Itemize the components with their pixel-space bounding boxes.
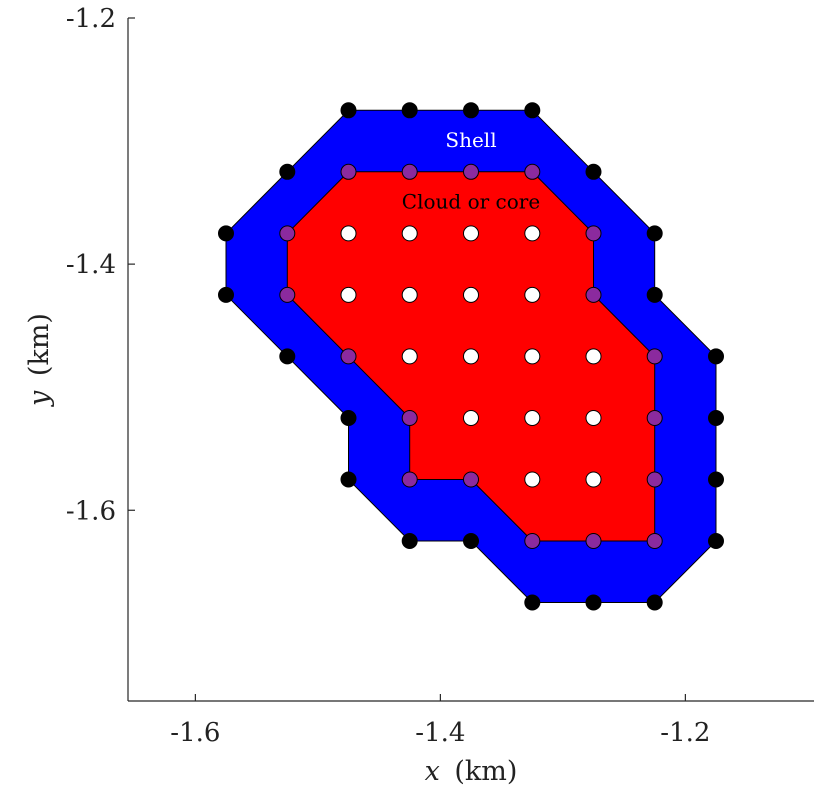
shell-point-marker	[340, 102, 357, 119]
core-point-marker	[340, 286, 357, 303]
edge-point-marker	[279, 286, 296, 303]
y-tick-label: -1.4	[66, 250, 116, 280]
shell-point-marker	[585, 594, 602, 611]
edge-point-marker	[646, 471, 663, 488]
core-point-marker	[401, 225, 418, 242]
core-point-marker	[585, 471, 602, 488]
shell-point-marker	[524, 594, 541, 611]
axes: -1.6 -1.4 -1.2 -1.2 -1.4 -1.6	[66, 4, 814, 748]
y-axis-var: y	[24, 390, 55, 407]
x-axis-var: x	[425, 756, 440, 787]
x-axis-unit: (km)	[454, 756, 517, 787]
edge-point-marker	[646, 348, 663, 365]
edge-point-marker	[646, 533, 663, 549]
core-point-marker	[463, 225, 479, 242]
edge-point-marker	[524, 163, 541, 180]
shell-point-marker	[401, 102, 418, 119]
edge-point-marker	[463, 471, 479, 488]
core-point-marker	[463, 348, 479, 365]
edge-point-marker	[401, 471, 418, 488]
x-tick-label: -1.6	[170, 718, 220, 748]
shell-point-marker	[585, 163, 602, 180]
shell-point-marker	[646, 594, 663, 611]
shell-point-marker	[279, 348, 296, 365]
y-axis-unit: (km)	[24, 313, 55, 376]
shell-annotation: Shell	[445, 128, 496, 152]
x-tick-label: -1.2	[660, 718, 710, 748]
x-tick-label: -1.4	[415, 718, 465, 748]
shell-point-marker	[708, 348, 724, 365]
x-axis-label: x (km)	[425, 756, 518, 787]
points-layer	[218, 102, 724, 611]
shell-point-marker	[708, 533, 724, 549]
y-axis-label: y (km)	[24, 313, 55, 407]
shell-point-marker	[218, 286, 234, 303]
edge-point-marker	[585, 225, 602, 242]
core-point-marker	[524, 225, 541, 242]
shell-point-marker	[401, 533, 418, 549]
edge-point-marker	[401, 410, 418, 426]
edge-point-marker	[401, 163, 418, 180]
core-point-marker	[524, 410, 541, 426]
core-point-marker	[524, 348, 541, 365]
edge-point-marker	[340, 348, 357, 365]
core-point-marker	[340, 225, 357, 242]
core-point-marker	[585, 410, 602, 426]
shell-point-marker	[279, 163, 296, 180]
shell-point-marker	[463, 533, 479, 549]
edge-point-marker	[585, 533, 602, 549]
core-point-marker	[524, 286, 541, 303]
core-point-marker	[401, 286, 418, 303]
shell-point-marker	[340, 471, 357, 488]
edge-point-marker	[340, 163, 357, 180]
shell-point-marker	[218, 225, 234, 242]
core-point-marker	[585, 348, 602, 365]
ticks: -1.6 -1.4 -1.2 -1.2 -1.4 -1.6	[66, 4, 711, 748]
shell-point-marker	[524, 102, 541, 119]
shell-point-marker	[646, 286, 663, 303]
core-point-marker	[401, 348, 418, 365]
edge-point-marker	[279, 225, 296, 242]
core-point-marker	[524, 471, 541, 488]
shell-point-marker	[708, 410, 724, 426]
shell-point-marker	[463, 102, 479, 119]
edge-point-marker	[646, 410, 663, 426]
y-tick-label: -1.2	[66, 4, 116, 34]
edge-point-marker	[524, 533, 541, 549]
edge-point-marker	[585, 286, 602, 303]
core-point-marker	[463, 286, 479, 303]
shell-point-marker	[340, 410, 357, 426]
core-point-marker	[463, 410, 479, 426]
shell-point-marker	[708, 471, 724, 488]
core-annotation: Cloud or core	[402, 190, 540, 214]
shell-point-marker	[646, 225, 663, 242]
edge-point-marker	[463, 163, 479, 180]
y-tick-label: -1.6	[66, 496, 116, 526]
